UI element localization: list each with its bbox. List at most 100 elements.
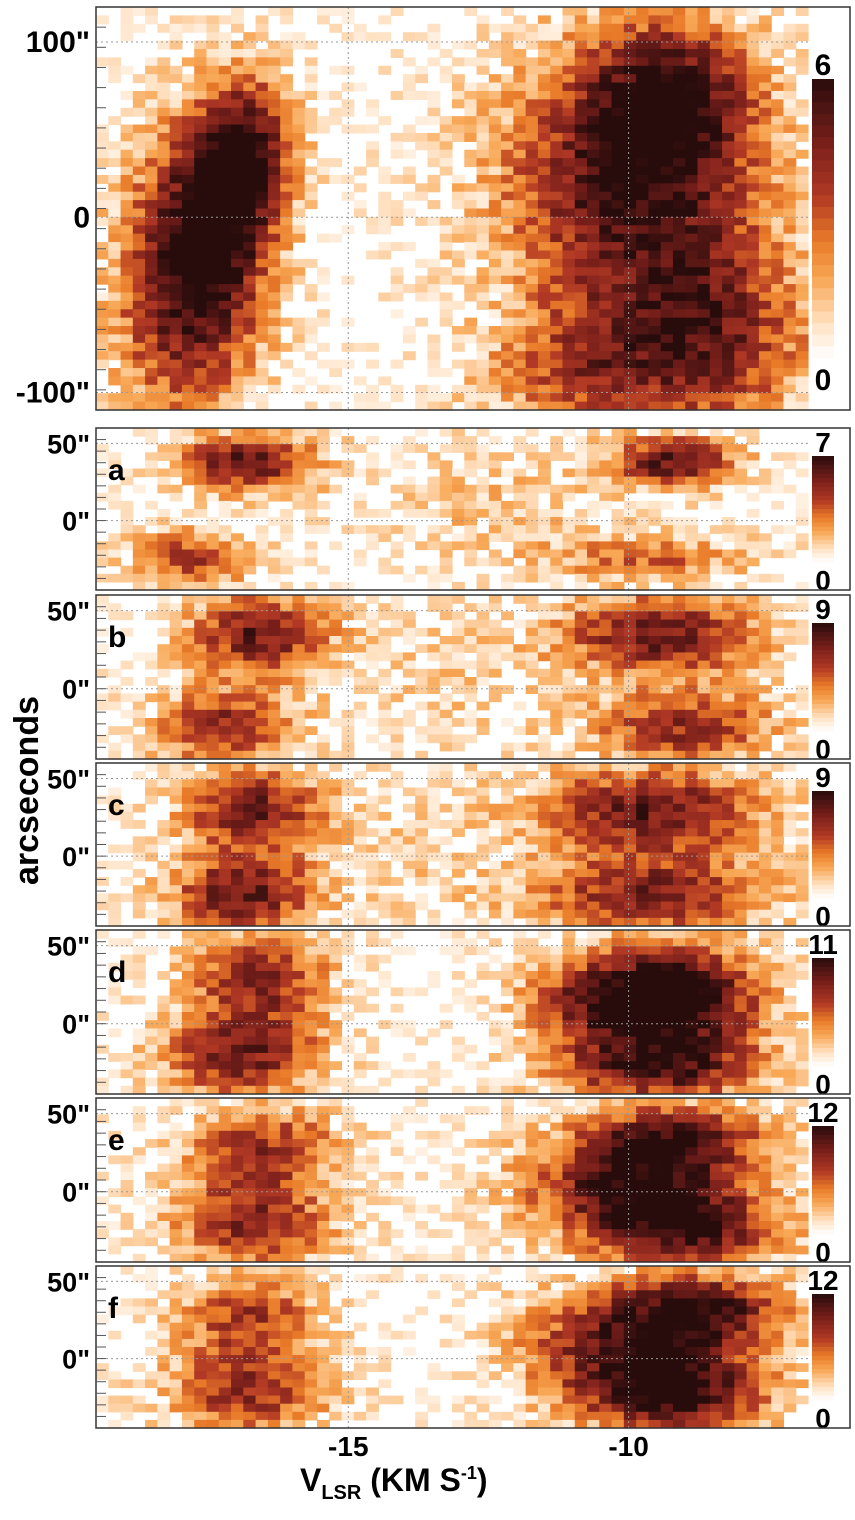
heatmap-cell bbox=[181, 141, 195, 151]
colorbar-segment bbox=[812, 137, 834, 150]
heatmap-cell bbox=[341, 718, 355, 727]
heatmap-cell bbox=[476, 701, 490, 711]
heatmap-cell bbox=[292, 611, 306, 621]
heatmap-cell bbox=[562, 428, 576, 437]
heatmap-cell bbox=[452, 668, 465, 678]
heatmap-cell bbox=[709, 581, 723, 591]
y-tick-label: 100" bbox=[26, 26, 90, 59]
colorbar-segment bbox=[812, 276, 834, 289]
heatmap-cell bbox=[280, 124, 294, 134]
heatmap-cell bbox=[746, 107, 760, 117]
heatmap-cell bbox=[623, 803, 637, 813]
heatmap-cell bbox=[722, 368, 735, 378]
heatmap-cell bbox=[304, 677, 318, 686]
heatmap-cell bbox=[206, 476, 220, 486]
heatmap-cell bbox=[758, 573, 772, 583]
heatmap-cell bbox=[169, 376, 183, 386]
heatmap-cell bbox=[771, 158, 785, 168]
heatmap-cell bbox=[562, 685, 576, 694]
heatmap-cell bbox=[771, 484, 785, 494]
heatmap-cell bbox=[525, 603, 539, 612]
colorbar-segment bbox=[812, 699, 834, 705]
heatmap-cell bbox=[464, 492, 478, 502]
heatmap-cell bbox=[513, 300, 527, 310]
heatmap-cell bbox=[169, 116, 183, 126]
heatmap-cell bbox=[194, 742, 208, 752]
heatmap-cell bbox=[611, 893, 625, 903]
heatmap-cell bbox=[488, 468, 502, 478]
heatmap-cell bbox=[316, 795, 330, 805]
heatmap-cell bbox=[599, 484, 613, 494]
heatmap-cell bbox=[464, 376, 478, 386]
heatmap-cell bbox=[636, 836, 650, 846]
heatmap-cell bbox=[488, 326, 502, 336]
heatmap-cell bbox=[132, 158, 146, 168]
heatmap-cell bbox=[194, 401, 208, 411]
heatmap-cell bbox=[427, 652, 441, 662]
heatmap-cell bbox=[513, 284, 527, 294]
heatmap-cell bbox=[181, 644, 195, 653]
heatmap-cell bbox=[181, 795, 195, 805]
heatmap-cell bbox=[660, 811, 674, 821]
heatmap-cell bbox=[587, 868, 600, 878]
heatmap-cell bbox=[181, 701, 195, 711]
heatmap-cell bbox=[636, 693, 650, 703]
heatmap-cell bbox=[304, 828, 318, 837]
heatmap-cell bbox=[218, 565, 232, 575]
heatmap-cell bbox=[304, 460, 318, 470]
heatmap-cell bbox=[771, 384, 785, 394]
heatmap-cell bbox=[746, 99, 760, 109]
heatmap-cell bbox=[758, 636, 772, 645]
heatmap-cell bbox=[611, 393, 625, 403]
heatmap-cell bbox=[771, 549, 785, 559]
heatmap-cell bbox=[255, 90, 269, 100]
heatmap-cell bbox=[181, 860, 195, 870]
heatmap-cell bbox=[181, 619, 195, 629]
heatmap-cell bbox=[660, 284, 674, 294]
heatmap-cell bbox=[316, 836, 330, 846]
heatmap-cell bbox=[685, 267, 699, 277]
heatmap-cell bbox=[501, 627, 514, 637]
heatmap-cell bbox=[599, 359, 613, 369]
heatmap-cell bbox=[366, 917, 379, 927]
heatmap-cell bbox=[513, 15, 527, 25]
heatmap-cell bbox=[587, 885, 600, 894]
heatmap-cell bbox=[722, 742, 735, 752]
heatmap-cell bbox=[169, 191, 183, 201]
heatmap-cell bbox=[452, 718, 465, 727]
colorbar-segment bbox=[812, 334, 834, 347]
heatmap-cell bbox=[218, 718, 232, 727]
heatmap-cell bbox=[771, 452, 785, 461]
heatmap-cell bbox=[488, 107, 502, 117]
heatmap-cell bbox=[562, 484, 576, 494]
heatmap-cell bbox=[611, 742, 625, 752]
heatmap-cell bbox=[132, 275, 146, 285]
heatmap-cell bbox=[636, 541, 650, 551]
heatmap-cell bbox=[525, 250, 539, 260]
heatmap-cell bbox=[685, 677, 699, 686]
heatmap-cell bbox=[660, 893, 674, 903]
colorbar-segment bbox=[812, 526, 834, 532]
heatmap-cell bbox=[562, 779, 576, 789]
heatmap-cell bbox=[599, 836, 613, 846]
heatmap-cell bbox=[206, 549, 220, 559]
heatmap-cell bbox=[231, 677, 244, 686]
heatmap-cell bbox=[366, 541, 379, 551]
heatmap-cell bbox=[488, 771, 502, 780]
heatmap-cell bbox=[587, 685, 600, 694]
heatmap-cell bbox=[415, 74, 429, 84]
heatmap-cell bbox=[623, 677, 637, 686]
heatmap-cell bbox=[329, 787, 343, 797]
heatmap-cell bbox=[439, 300, 453, 310]
heatmap-cell bbox=[537, 565, 551, 575]
heatmap-cell bbox=[734, 258, 748, 268]
heatmap-cell bbox=[623, 779, 637, 789]
heatmap-cell bbox=[709, 200, 723, 210]
heatmap-cell bbox=[525, 803, 539, 813]
heatmap-cell bbox=[599, 65, 613, 75]
heatmap-cell bbox=[157, 242, 171, 252]
heatmap-cell bbox=[439, 500, 453, 510]
heatmap-cell bbox=[243, 492, 257, 502]
heatmap-cell bbox=[587, 852, 600, 862]
heatmap-cell bbox=[734, 468, 748, 478]
